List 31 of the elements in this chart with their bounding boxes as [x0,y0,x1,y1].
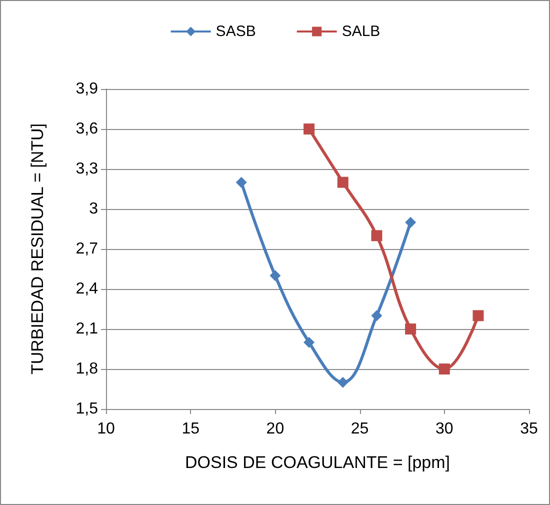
point [371,310,382,322]
y-tick-label: 3,9 [76,80,98,98]
x-axis-title: DOSIS DE COAGULANTE = [ppm] [185,453,450,472]
point [438,364,450,374]
y-tick-label: 1,8 [76,360,98,378]
x-tick-label: 20 [266,420,284,438]
point [337,176,348,188]
y-tick-label: 2,7 [76,240,98,258]
legend-label: SALB [342,23,380,40]
point [405,216,416,228]
y-tick-label: 3 [89,200,98,218]
point [472,310,484,322]
x-tick-label: 10 [97,420,115,438]
x-tick-label: 15 [182,420,200,438]
x-tick-label: 30 [436,420,454,438]
x-tick-label: 25 [350,420,369,438]
y-tick-label: 3,3 [76,160,98,178]
y-tick-label: 3,6 [76,120,98,138]
point [371,230,382,242]
x-tick-label: 35 [520,420,538,438]
point [304,124,315,134]
point [236,176,247,188]
legend-label: SASB [216,23,256,40]
point [270,270,281,282]
y-tick-label: 2,4 [76,280,98,298]
y-tick-label: 2,1 [76,320,98,338]
point [337,376,348,388]
point [405,324,416,334]
y-axis-title: TURBIEDAD RESIDUAL = [NTU] [28,123,47,375]
y-tick-label: 1,5 [76,400,98,418]
point [304,336,315,348]
